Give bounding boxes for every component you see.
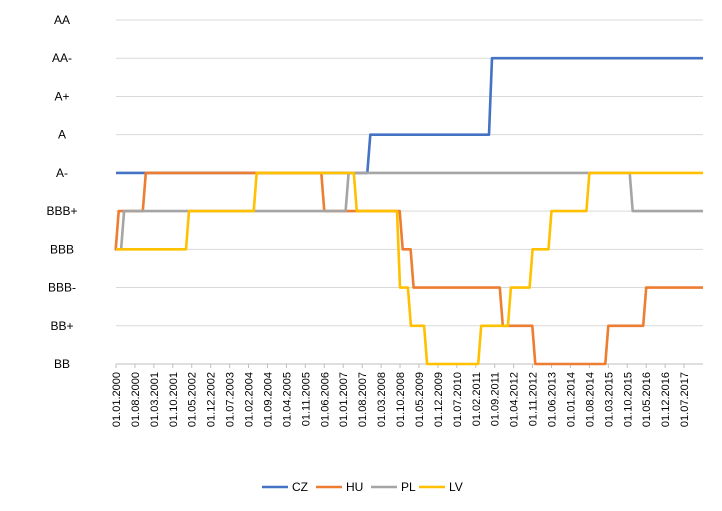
x-tick-label: 01.03.2015 bbox=[603, 372, 615, 427]
x-tick-label: 01.08.2014 bbox=[584, 372, 596, 427]
x-tick-label: 01.11.2005 bbox=[300, 372, 312, 426]
x-tick-label: 01.05.2016 bbox=[641, 372, 653, 427]
x-tick-label: 01.03.2008 bbox=[376, 372, 388, 427]
y-tick-label: A- bbox=[56, 166, 68, 180]
x-tick-label: 01.10.2015 bbox=[622, 372, 634, 427]
series-lines bbox=[114, 56, 703, 366]
x-tick-label: 01.04.2005 bbox=[281, 372, 293, 427]
y-tick-label: BBB bbox=[50, 242, 74, 256]
legend-label-hu: HU bbox=[346, 480, 363, 494]
y-tick-label: AA bbox=[54, 13, 70, 27]
y-axis-labels: BB BB+ BBB- BBB BBB+ A- A A+ AA- AA bbox=[46, 13, 77, 371]
y-tick-label: AA- bbox=[52, 51, 72, 65]
x-tick-label: 01.06.2013 bbox=[547, 372, 559, 427]
y-tick-label: BB bbox=[54, 357, 70, 371]
y-tick-label: A+ bbox=[54, 89, 69, 103]
series-line-pl bbox=[116, 171, 703, 251]
x-tick-label: 01.09.2011 bbox=[490, 372, 502, 426]
y-tick-label: BBB+ bbox=[46, 204, 77, 218]
x-tick-label: 01.05.2002 bbox=[187, 372, 199, 427]
x-tick-label: 01.02.2011 bbox=[471, 372, 483, 426]
x-tick-label: 01.08.2000 bbox=[130, 372, 142, 427]
x-tick-label: 01.12.2002 bbox=[206, 372, 218, 427]
x-tick-label: 01.08.2007 bbox=[357, 372, 369, 427]
x-tick-label: 01.05.2009 bbox=[414, 372, 426, 427]
x-tick-label: 01.02.2004 bbox=[244, 372, 256, 427]
x-tick-label: 01.01.2014 bbox=[565, 372, 577, 427]
x-tick-label: 01.10.2008 bbox=[395, 372, 407, 427]
x-tick-label: 01.06.2006 bbox=[319, 372, 331, 427]
y-tick-label: BBB- bbox=[48, 281, 76, 295]
legend-label-lv: LV bbox=[449, 480, 463, 494]
x-tick-label: 01.01.2000 bbox=[111, 372, 123, 427]
series-line-lv bbox=[116, 171, 703, 366]
x-tick-label: 01.11.2012 bbox=[528, 372, 540, 426]
x-tick-label: 01.04.2012 bbox=[509, 372, 521, 427]
x-tick-label: 01.12.2009 bbox=[433, 372, 445, 427]
x-tick-label: 01.12.2016 bbox=[660, 372, 672, 427]
y-tick-label: BB+ bbox=[50, 319, 73, 333]
x-tick-label: 01.01.2007 bbox=[338, 372, 350, 427]
legend: CZ HU PL LV bbox=[262, 480, 463, 494]
series-line-hu bbox=[114, 171, 703, 366]
legend-label-cz: CZ bbox=[292, 480, 308, 494]
x-axis-ticks: 01.01.2000 01.08.2000 01.03.2001 01.10.2001… bbox=[111, 364, 691, 427]
y-tick-label: A bbox=[58, 128, 66, 142]
x-tick-label: 01.07.2017 bbox=[679, 372, 691, 427]
legend-label-pl: PL bbox=[401, 480, 416, 494]
x-tick-label: 01.07.2010 bbox=[452, 372, 464, 427]
x-tick-label: 01.03.2001 bbox=[149, 372, 161, 427]
series-line-cz bbox=[116, 56, 703, 175]
x-tick-label: 01.09.2004 bbox=[262, 372, 274, 427]
x-tick-label: 01.10.2001 bbox=[168, 372, 180, 427]
x-tick-label: 01.07.2003 bbox=[225, 372, 237, 427]
